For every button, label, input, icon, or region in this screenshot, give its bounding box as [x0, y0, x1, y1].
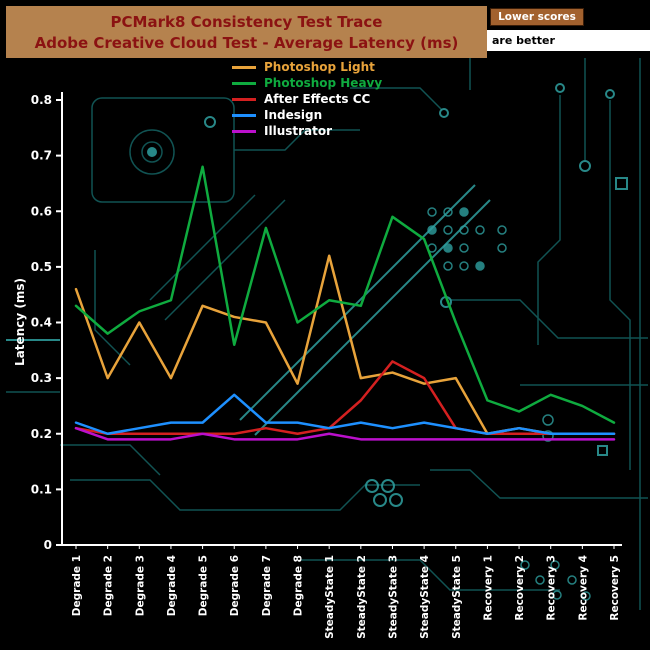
x-tick-label: Degrade 3: [134, 555, 146, 616]
y-tick-label: 0: [44, 538, 52, 552]
y-tick-label: 0.1: [31, 482, 52, 496]
legend-item: Indesign: [232, 107, 382, 123]
x-tick-label: SteadyState 1: [324, 555, 336, 639]
y-tick-label: 0.6: [31, 204, 52, 218]
chart-title-banner: PCMark8 Consistency Test Trace Adobe Cre…: [6, 6, 487, 58]
x-tick-label: Degrade 5: [198, 555, 210, 616]
y-tick-label: 0.3: [31, 371, 52, 385]
x-tick-label: Degrade 7: [261, 555, 273, 616]
x-tick-label: Recovery 3: [546, 555, 558, 621]
y-tick-label: 0.2: [31, 427, 52, 441]
circuit-traces-bright: [6, 83, 628, 507]
y-tick-label: 0.8: [31, 93, 52, 107]
x-tick-label: Degrade 4: [166, 555, 178, 616]
legend-line-swatch: [232, 113, 256, 117]
x-tick-label: Recovery 2: [514, 555, 526, 621]
y-tick-label: 0.5: [31, 260, 52, 274]
legend-item: After Effects CC: [232, 91, 382, 107]
legend-line-swatch: [232, 129, 256, 133]
circuit-traces-dim: [6, 58, 648, 610]
series-photoshop-heavy: [74, 165, 616, 424]
legend-item: Illustrator: [232, 123, 382, 139]
x-tick-label: Degrade 6: [229, 555, 241, 616]
series-indesign: [74, 393, 616, 435]
title-line-1: PCMark8 Consistency Test Trace: [110, 13, 383, 31]
series-illustrator: [74, 426, 616, 441]
circuit-dot-grid: [427, 207, 591, 601]
x-tick-label: Degrade 8: [293, 555, 305, 616]
are-better-badge: are better: [487, 30, 650, 51]
series-photoshop-light: [74, 254, 616, 435]
legend-label: After Effects CC: [264, 92, 371, 106]
legend-label: Indesign: [264, 108, 323, 122]
y-axis-title: Latency (ms): [13, 278, 27, 366]
legend-item: Photoshop Heavy: [232, 75, 382, 91]
x-tick-label: SteadyState 2: [356, 555, 368, 639]
lower-scores-badge: Lower scores: [490, 8, 584, 26]
x-tick-label: SteadyState 3: [387, 555, 399, 639]
x-tick-label: Recovery 4: [577, 555, 589, 621]
x-tick-label: Degrade 1: [71, 555, 83, 616]
legend-line-swatch: [232, 97, 256, 101]
legend-label: Illustrator: [264, 124, 333, 138]
y-tick-label: 0.7: [31, 149, 52, 163]
title-line-2: Adobe Creative Cloud Test - Average Late…: [34, 34, 459, 52]
x-tick-label: SteadyState 4: [419, 555, 431, 639]
x-tick-label: Recovery 1: [482, 555, 494, 621]
legend-line-swatch: [232, 65, 256, 69]
legend-label: Photoshop Heavy: [264, 76, 383, 90]
x-tick-label: SteadyState 5: [451, 555, 463, 639]
chart-legend: Photoshop Light Photoshop Heavy After Effe…: [232, 59, 382, 139]
x-tick-label: Degrade 2: [103, 555, 115, 616]
legend-line-swatch: [232, 81, 256, 85]
series-after-effects-cc: [74, 360, 616, 435]
legend-label: Photoshop Light: [264, 60, 375, 74]
x-tick-label: Recovery 5: [609, 555, 621, 621]
y-tick-label: 0.4: [31, 316, 52, 330]
legend-item: Photoshop Light: [232, 59, 382, 75]
